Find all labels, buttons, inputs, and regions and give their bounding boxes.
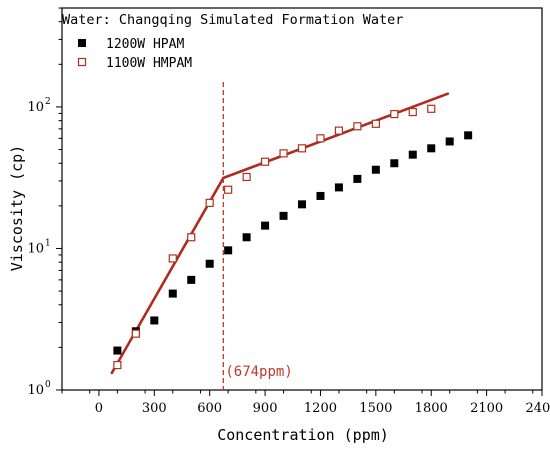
- fit-line: [222, 92, 450, 180]
- hpam-point: [187, 275, 196, 284]
- legend-marker-hmpam: [77, 57, 87, 67]
- hmpam-point: [279, 149, 288, 158]
- x-axis-label: Concentration (ppm): [217, 426, 389, 444]
- critical-concentration-label: (674ppm): [225, 364, 292, 380]
- x-tick-label: 600: [197, 401, 222, 416]
- y-tick-label-exponent: 2: [45, 97, 51, 107]
- hpam-point: [427, 144, 436, 153]
- x-tick-label: 2100: [470, 401, 503, 416]
- plot-border: [61, 7, 543, 391]
- y-tick-label-exponent: 0: [45, 380, 51, 390]
- hmpam-point: [297, 144, 307, 153]
- hmpam-point: [113, 360, 122, 370]
- plot-frame: [61, 7, 543, 391]
- y-tick-label: 10: [27, 241, 44, 256]
- y-axis-label: Viscosity (cp): [8, 145, 26, 271]
- hmpam-point: [187, 233, 196, 242]
- hmpam-point: [390, 109, 399, 119]
- chart-title: Water: Changqing Simulated Formation Wat…: [62, 12, 403, 28]
- hpam-point: [261, 221, 270, 230]
- fit-line: [110, 176, 225, 375]
- legend-marker-hpam: [78, 39, 86, 47]
- hmpam-point: [316, 134, 325, 143]
- hmpam-point: [408, 107, 417, 117]
- legend: 1200W HPAM 1100W HMPAM: [77, 37, 192, 71]
- hpam-point: [242, 233, 251, 242]
- hmpam-point: [131, 329, 140, 338]
- hmpam-point: [260, 157, 270, 166]
- x-tick-label: 2400: [525, 401, 550, 416]
- x-tick-label: 300: [142, 401, 167, 416]
- hpam-point: [464, 131, 473, 140]
- hmpam-point: [242, 172, 251, 182]
- hmpam-point: [371, 119, 380, 128]
- x-tick-label: 900: [253, 401, 278, 416]
- hmpam-point: [168, 254, 177, 263]
- hpam-point: [168, 289, 177, 298]
- hmpam-point: [427, 104, 436, 113]
- hpam-point: [113, 346, 122, 355]
- y-tick-label: 10: [27, 383, 44, 398]
- y-tick-label-exponent: 1: [45, 238, 51, 248]
- hpam-point: [390, 159, 399, 168]
- hpam-point: [150, 316, 159, 325]
- x-tick-label: 1500: [359, 401, 392, 416]
- x-tick-label: 1200: [304, 401, 337, 416]
- hpam-point: [298, 200, 306, 209]
- hpam-point: [316, 191, 325, 200]
- x-tick-label: 0: [95, 401, 103, 416]
- hpam-point: [445, 137, 454, 146]
- tick-labels: 030060090012001500180021002400100101102: [27, 97, 550, 416]
- hmpam-point: [224, 185, 233, 194]
- hmpam-point: [334, 126, 344, 135]
- hpam-point: [353, 174, 362, 183]
- legend-label: 1200W HPAM: [106, 37, 184, 52]
- hmpam-point: [353, 122, 362, 131]
- fit-lines: [110, 92, 450, 375]
- hpam-point: [279, 211, 288, 220]
- hmpam-point: [205, 198, 214, 207]
- x-tick-label: 1800: [415, 401, 448, 416]
- hpam-point: [224, 246, 233, 255]
- hpam-point: [371, 165, 380, 174]
- hpam-point: [334, 183, 343, 192]
- hpam-point: [205, 259, 214, 268]
- hpam-point: [408, 150, 417, 159]
- legend-label: 1100W HMPAM: [106, 56, 192, 71]
- data-points: [113, 104, 473, 370]
- y-tick-label: 10: [27, 100, 44, 115]
- axis-ticks: [56, 7, 543, 396]
